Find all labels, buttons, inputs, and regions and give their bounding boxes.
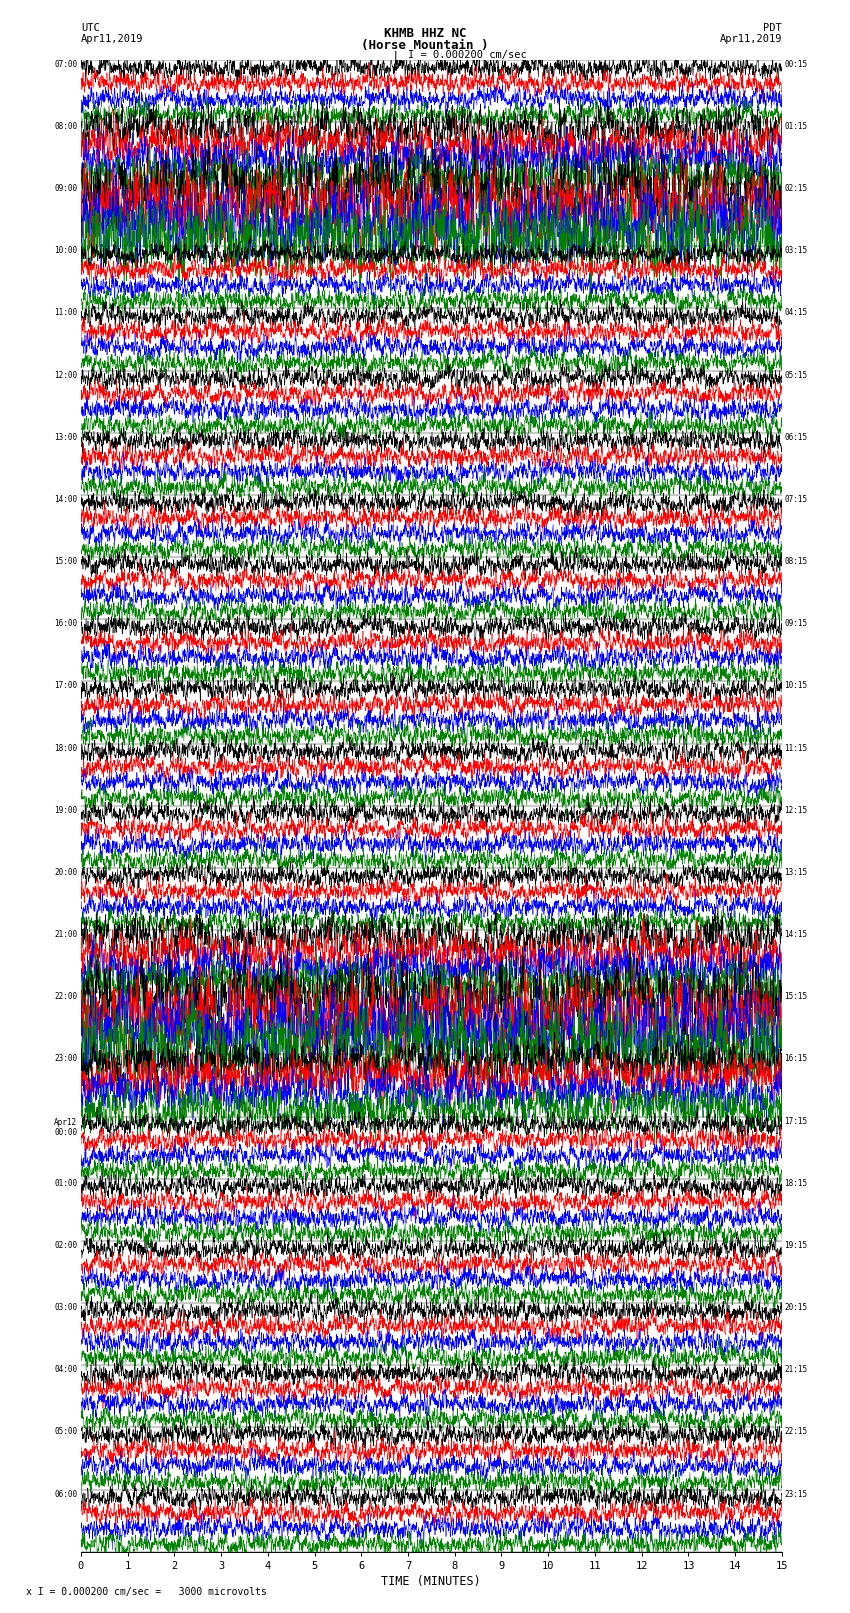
Text: 04:00: 04:00: [54, 1365, 77, 1374]
Text: 11:00: 11:00: [54, 308, 77, 318]
Text: 11:15: 11:15: [784, 744, 808, 753]
Text: 12:00: 12:00: [54, 371, 77, 379]
Text: 09:00: 09:00: [54, 184, 77, 194]
Text: 01:15: 01:15: [784, 123, 808, 131]
Text: 05:15: 05:15: [784, 371, 808, 379]
Text: 08:00: 08:00: [54, 123, 77, 131]
Text: 19:00: 19:00: [54, 806, 77, 815]
Text: 06:15: 06:15: [784, 432, 808, 442]
X-axis label: TIME (MINUTES): TIME (MINUTES): [382, 1574, 481, 1587]
Text: 17:00: 17:00: [54, 681, 77, 690]
Text: KHMB HHZ NC: KHMB HHZ NC: [383, 27, 467, 40]
Text: 10:15: 10:15: [784, 681, 808, 690]
Text: 00:15: 00:15: [784, 60, 808, 69]
Text: 22:15: 22:15: [784, 1428, 808, 1436]
Text: 12:15: 12:15: [784, 806, 808, 815]
Text: x I = 0.000200 cm/sec =   3000 microvolts: x I = 0.000200 cm/sec = 3000 microvolts: [26, 1587, 266, 1597]
Text: 09:15: 09:15: [784, 619, 808, 627]
Text: 03:00: 03:00: [54, 1303, 77, 1311]
Text: 18:15: 18:15: [784, 1179, 808, 1187]
Text: 03:15: 03:15: [784, 247, 808, 255]
Text: 20:00: 20:00: [54, 868, 77, 877]
Text: 05:00: 05:00: [54, 1428, 77, 1436]
Text: 23:15: 23:15: [784, 1489, 808, 1498]
Text: UTC: UTC: [81, 23, 99, 32]
Text: I = 0.000200 cm/sec: I = 0.000200 cm/sec: [408, 50, 527, 60]
Text: 16:15: 16:15: [784, 1055, 808, 1063]
Text: 21:15: 21:15: [784, 1365, 808, 1374]
Text: 10:00: 10:00: [54, 247, 77, 255]
Text: 19:15: 19:15: [784, 1240, 808, 1250]
Text: 15:00: 15:00: [54, 556, 77, 566]
Text: Apr11,2019: Apr11,2019: [719, 34, 782, 44]
Text: 00:00: 00:00: [54, 1118, 77, 1137]
Text: Apr12: Apr12: [54, 1118, 77, 1127]
Text: 02:15: 02:15: [784, 184, 808, 194]
Text: 18:00: 18:00: [54, 744, 77, 753]
Text: 21:00: 21:00: [54, 931, 77, 939]
Text: 14:15: 14:15: [784, 931, 808, 939]
Text: |: |: [392, 50, 399, 63]
Text: Apr11,2019: Apr11,2019: [81, 34, 144, 44]
Text: 17:15: 17:15: [784, 1116, 808, 1126]
Text: 07:15: 07:15: [784, 495, 808, 503]
Text: 02:00: 02:00: [54, 1240, 77, 1250]
Text: 16:00: 16:00: [54, 619, 77, 627]
Text: 04:15: 04:15: [784, 308, 808, 318]
Text: 20:15: 20:15: [784, 1303, 808, 1311]
Text: 22:00: 22:00: [54, 992, 77, 1002]
Text: 23:00: 23:00: [54, 1055, 77, 1063]
Text: 08:15: 08:15: [784, 556, 808, 566]
Text: 13:15: 13:15: [784, 868, 808, 877]
Text: 07:00: 07:00: [54, 60, 77, 69]
Text: 01:00: 01:00: [54, 1179, 77, 1187]
Text: 15:15: 15:15: [784, 992, 808, 1002]
Text: PDT: PDT: [763, 23, 782, 32]
Text: 13:00: 13:00: [54, 432, 77, 442]
Text: (Horse Mountain ): (Horse Mountain ): [361, 39, 489, 52]
Text: 06:00: 06:00: [54, 1489, 77, 1498]
Text: 14:00: 14:00: [54, 495, 77, 503]
